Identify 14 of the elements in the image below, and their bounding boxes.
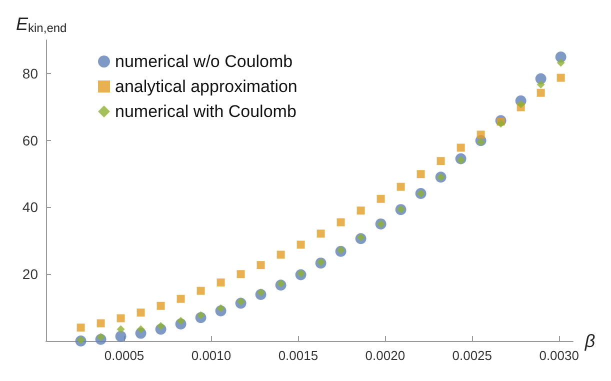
x-tick-label: 0.0005 bbox=[104, 348, 144, 363]
x-axis-title: β bbox=[584, 331, 596, 351]
x-tick-label: 0.0010 bbox=[191, 348, 232, 363]
y-tick-label: 60 bbox=[22, 132, 38, 148]
x-tick-label: 0.0015 bbox=[278, 348, 318, 363]
y-tick-label: 40 bbox=[22, 199, 38, 216]
x-tick-label: 0.0030 bbox=[539, 348, 579, 363]
y-tick-label: 20 bbox=[22, 266, 38, 282]
x-tick-label: 0.0020 bbox=[365, 348, 406, 363]
x-tick-label: 0.0025 bbox=[452, 348, 492, 363]
y-tick-label: 80 bbox=[22, 65, 38, 82]
legend-label: analytical approximation bbox=[115, 77, 298, 96]
legend-label: numerical w/o Coulomb bbox=[115, 52, 293, 71]
legend-label: numerical with Coulomb bbox=[115, 102, 296, 121]
